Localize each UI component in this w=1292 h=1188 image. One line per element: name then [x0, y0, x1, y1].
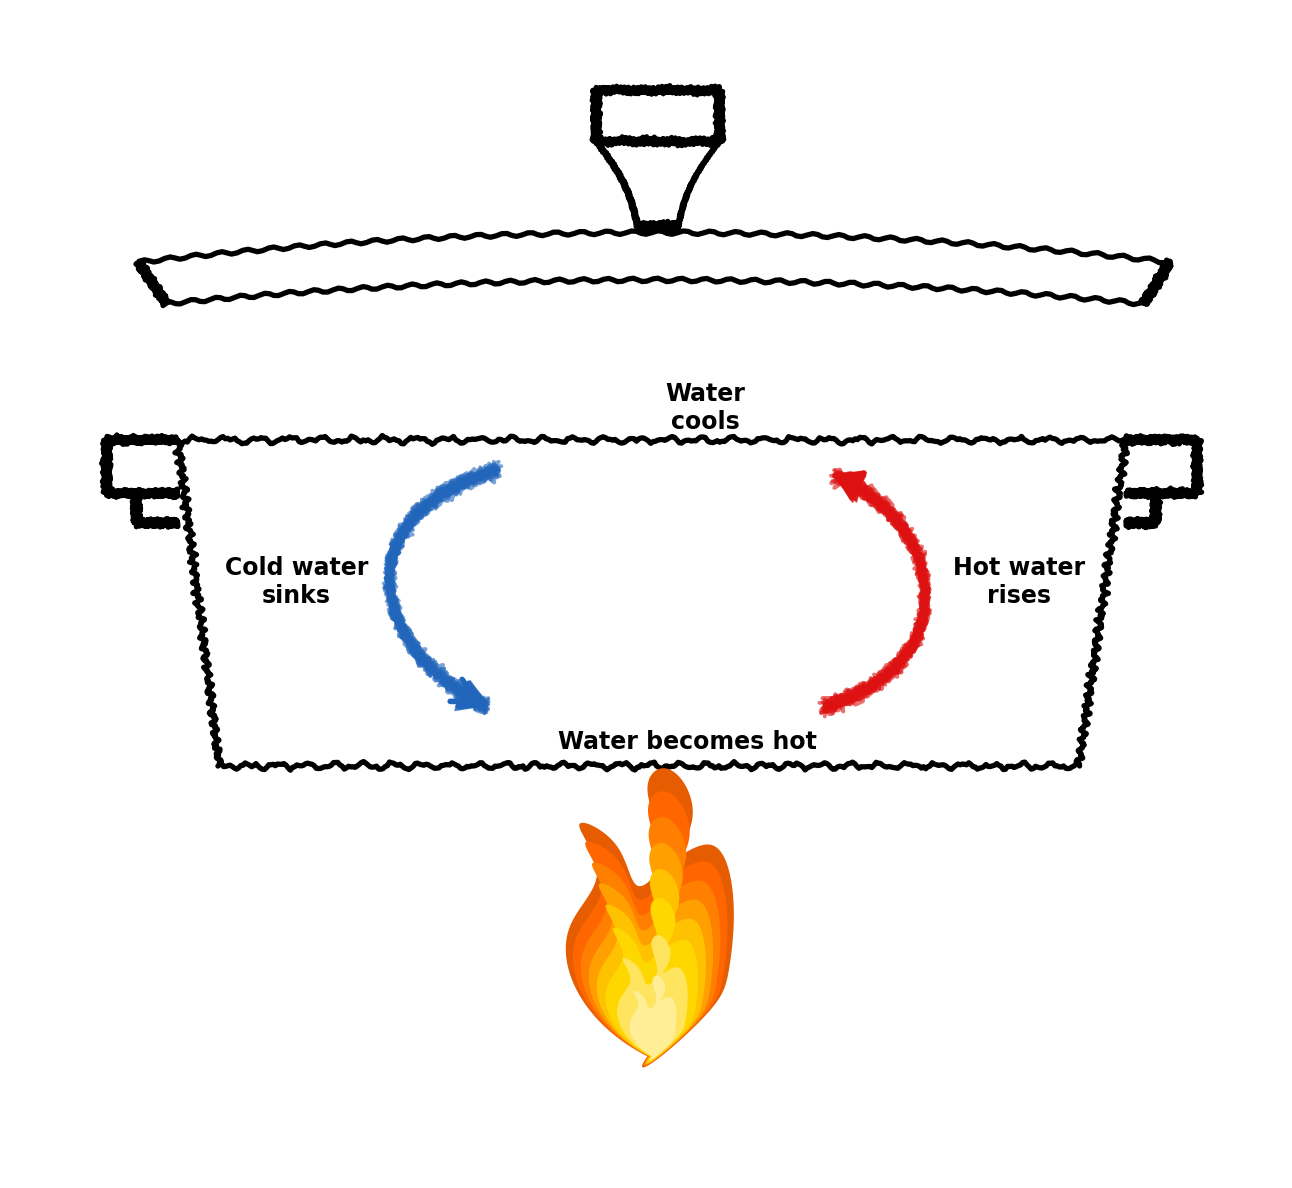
- Polygon shape: [837, 475, 866, 497]
- Polygon shape: [835, 470, 866, 499]
- Polygon shape: [457, 681, 486, 708]
- Polygon shape: [835, 472, 866, 500]
- Text: Hot water
rises: Hot water rises: [953, 556, 1085, 608]
- Polygon shape: [629, 975, 677, 1060]
- Polygon shape: [835, 473, 866, 500]
- Polygon shape: [455, 681, 490, 710]
- Polygon shape: [581, 817, 721, 1066]
- Polygon shape: [572, 791, 727, 1067]
- Polygon shape: [456, 683, 487, 707]
- Polygon shape: [836, 474, 864, 500]
- Text: Water becomes hot: Water becomes hot: [558, 731, 817, 754]
- Polygon shape: [456, 684, 486, 708]
- Polygon shape: [597, 870, 705, 1063]
- Polygon shape: [457, 681, 488, 707]
- Text: Water
cools: Water cools: [665, 383, 745, 434]
- Polygon shape: [618, 935, 687, 1061]
- Polygon shape: [606, 898, 698, 1062]
- Polygon shape: [566, 769, 734, 1067]
- Polygon shape: [837, 470, 864, 499]
- Polygon shape: [833, 473, 863, 503]
- Polygon shape: [835, 473, 867, 503]
- Polygon shape: [457, 682, 486, 709]
- Polygon shape: [456, 682, 486, 706]
- Polygon shape: [456, 683, 486, 708]
- Polygon shape: [589, 843, 713, 1064]
- Text: Cold water
sinks: Cold water sinks: [225, 556, 368, 608]
